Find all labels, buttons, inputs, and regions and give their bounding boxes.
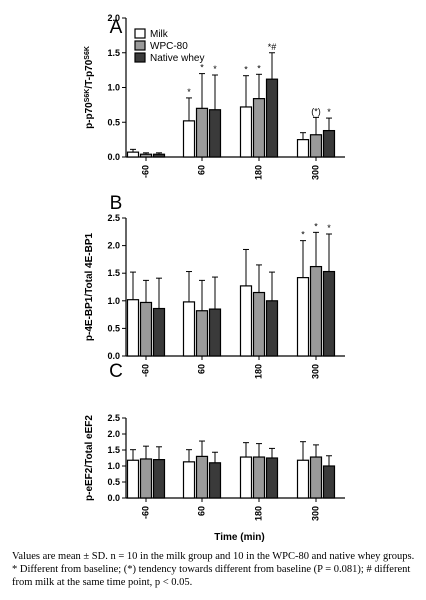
bar-wpc-80 (139, 301, 153, 357)
bar-milk (239, 106, 253, 158)
y-tick-label: 2.0 (107, 429, 120, 439)
legend-label: WPC-80 (150, 41, 188, 52)
bar-native-whey (265, 300, 279, 357)
bar-native-whey (322, 270, 336, 357)
y-axis-title: p-p70S6K/T-p70S6K (84, 46, 96, 129)
panel-a: A0.00.51.01.52.0p-p70S6K/T-p70S6K-60 60**… (84, 13, 345, 180)
panel-b: B 0.0 0.5 1.0 1.5 2.0 2.5 p-4E-BP1/Total 4E-BP1… (84, 193, 345, 379)
bar-milk (126, 151, 140, 158)
bar-milk (296, 459, 310, 499)
x-tick-label: 60 (196, 165, 206, 175)
significance-label: * (301, 230, 305, 240)
y-axis-title: p-4E-BP1/Total 4E-BP1 (84, 232, 95, 341)
bar-wpc-80 (195, 455, 209, 499)
bar-milk (126, 459, 140, 499)
y-tick-label: 1.5 (107, 445, 120, 455)
significance-label: * (327, 223, 331, 233)
legend-swatch (134, 52, 146, 63)
y-tick-label: 2.0 (107, 241, 120, 251)
x-tick-label: -60 (140, 165, 150, 178)
panel-letter-a: A (110, 17, 123, 38)
bar-native-whey (152, 307, 166, 357)
bar-wpc-80 (139, 153, 153, 158)
bar-native-whey (152, 153, 166, 158)
bar-wpc-80 (309, 265, 323, 357)
significance-label: * (257, 63, 261, 73)
bar-native-whey (265, 457, 279, 499)
bar-milk (239, 456, 253, 499)
panel-letter-b: B (110, 193, 123, 214)
bar-milk (239, 285, 253, 357)
bar-milk (296, 277, 310, 357)
bar-native-whey (265, 78, 279, 158)
x-tick-label: -60 (140, 364, 150, 377)
x-tick-label: 180 (253, 506, 263, 521)
bar-native-whey (152, 459, 166, 499)
x-tick-label: 60 (196, 506, 206, 516)
y-tick-label: 1.0 (107, 461, 120, 471)
y-axis-title: p-eEF2/Total eEF2 (84, 415, 95, 501)
y-axis-title-part: /T-p70 (84, 59, 95, 88)
panel-letter-c: C (109, 361, 123, 382)
y-tick-label: 0.0 (107, 493, 120, 503)
x-tick-label: 300 (310, 506, 320, 521)
x-axis-title: Time (min) (214, 532, 264, 543)
significance-label: (*) (311, 106, 321, 116)
y-tick-label: 0.0 (107, 351, 120, 361)
y-tick-label: 1.0 (107, 83, 120, 93)
bar-wpc-80 (252, 291, 266, 357)
y-axis-title-part: p-p70 (84, 102, 95, 129)
bar-wpc-80 (252, 98, 266, 158)
x-tick-label: 300 (310, 165, 320, 180)
y-tick-label: 2.5 (107, 213, 120, 223)
bar-milk (182, 120, 196, 158)
significance-label: * (213, 64, 217, 74)
x-tick-label: 300 (310, 364, 320, 379)
y-tick-label: 0.5 (107, 323, 120, 333)
legend-swatch (134, 40, 146, 51)
x-tick-label: 180 (253, 364, 263, 379)
y-tick-label: 2.0 (107, 13, 120, 23)
significance-label: * (200, 63, 204, 73)
bar-milk (182, 301, 196, 357)
y-tick-label: 0.5 (107, 117, 120, 127)
bar-native-whey (208, 308, 222, 357)
bar-milk (296, 139, 310, 158)
bar-wpc-80 (195, 107, 209, 158)
bar-native-whey (208, 462, 222, 499)
y-axis-title-part: S6K (84, 46, 91, 60)
y-tick-label: 1.5 (107, 48, 120, 58)
y-tick-label: 2.5 (107, 413, 120, 423)
significance-label: * (244, 65, 248, 75)
x-tick-label: 60 (196, 364, 206, 374)
y-tick-label: 0.0 (107, 152, 120, 162)
legend-label: Native whey (150, 53, 204, 64)
y-tick-label: 1.5 (107, 268, 120, 278)
y-tick-label: 1.0 (107, 296, 120, 306)
bar-native-whey (322, 129, 336, 158)
bar-wpc-80 (309, 456, 323, 499)
significance-label: * (187, 87, 191, 97)
bar-native-whey (208, 109, 222, 158)
figure-caption: Values are mean ± SD. n = 10 in the milk… (12, 551, 415, 588)
x-tick-label: -60 (140, 506, 150, 519)
y-tick-label: 0.5 (107, 477, 120, 487)
panel-c: C 0.0 0.5 1.0 1.5 2.0 2.5 p-eEF2/Total eEF2 -60 6… (84, 361, 345, 543)
bar-wpc-80 (252, 456, 266, 499)
significance-label: * (314, 221, 318, 231)
bar-native-whey (322, 465, 336, 499)
bar-wpc-80 (195, 310, 209, 357)
significance-label: *# (268, 42, 277, 52)
bar-wpc-80 (139, 458, 153, 499)
y-axis-title-part: S6K (84, 89, 91, 103)
bar-wpc-80 (309, 134, 323, 158)
bar-milk (126, 299, 140, 357)
x-tick-label: 180 (253, 165, 263, 180)
bar-chart-figure: A0.00.51.01.52.0p-p70S6K/T-p70S6K-60 60**… (84, 13, 345, 543)
legend-label: Milk (150, 29, 169, 40)
significance-label: * (327, 107, 331, 117)
bar-milk (182, 461, 196, 499)
legend-swatch (134, 28, 146, 39)
